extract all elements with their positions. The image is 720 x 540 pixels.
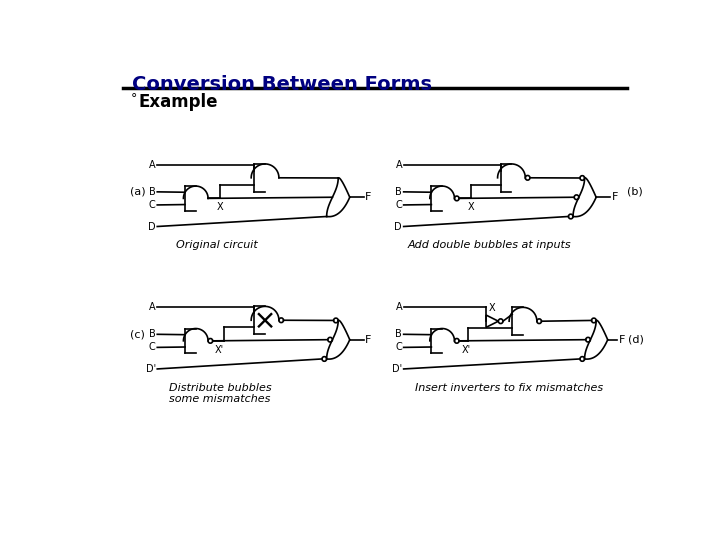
Text: D: D xyxy=(395,221,402,232)
Text: F: F xyxy=(618,335,625,345)
Text: A: A xyxy=(395,302,402,312)
Text: Example: Example xyxy=(138,93,217,111)
Text: Conversion Between Forms: Conversion Between Forms xyxy=(132,75,432,94)
Text: D': D' xyxy=(392,364,402,374)
Text: F: F xyxy=(611,192,618,202)
Text: Distribute bubbles
some mismatches: Distribute bubbles some mismatches xyxy=(168,383,271,404)
Text: °: ° xyxy=(130,92,137,105)
Text: Original circuit: Original circuit xyxy=(176,240,258,251)
Text: F: F xyxy=(365,335,372,345)
Text: B: B xyxy=(395,187,402,197)
Text: F: F xyxy=(365,192,372,202)
Text: A: A xyxy=(149,302,156,312)
Text: X': X' xyxy=(462,345,471,355)
Text: C: C xyxy=(395,342,402,353)
Text: X: X xyxy=(216,202,223,212)
Text: B: B xyxy=(149,187,156,197)
Text: Add double bubbles at inputs: Add double bubbles at inputs xyxy=(408,240,571,251)
Text: (a): (a) xyxy=(130,187,146,197)
Text: Insert inverters to fix mismatches: Insert inverters to fix mismatches xyxy=(415,383,603,393)
Text: X': X' xyxy=(215,345,224,355)
Text: D: D xyxy=(148,221,156,232)
Text: A: A xyxy=(149,160,156,170)
Text: X: X xyxy=(467,202,474,212)
Text: (d): (d) xyxy=(628,335,644,345)
Text: C: C xyxy=(149,342,156,353)
Text: D': D' xyxy=(145,364,156,374)
Text: C: C xyxy=(149,200,156,210)
Text: C: C xyxy=(395,200,402,210)
Text: B: B xyxy=(395,329,402,339)
Text: (c): (c) xyxy=(130,329,145,339)
Text: (b): (b) xyxy=(627,187,643,197)
Text: A: A xyxy=(395,160,402,170)
Text: X: X xyxy=(489,303,495,313)
Text: B: B xyxy=(149,329,156,339)
